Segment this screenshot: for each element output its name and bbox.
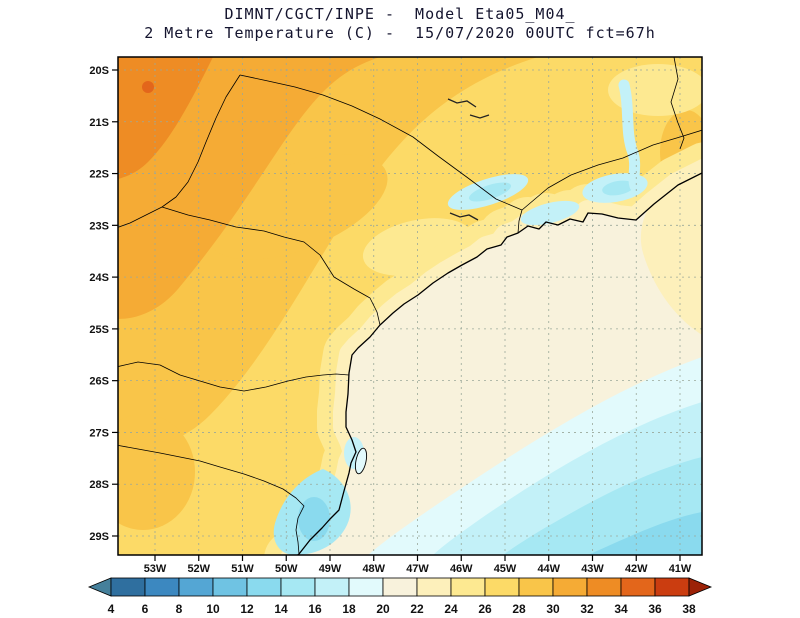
state-border-4 [118, 74, 241, 228]
colorbar-tick-label: 24 [444, 602, 458, 616]
colorbar-tick-label: 14 [274, 602, 288, 616]
colorbar-legend: 4 6 8 10 12 14 16 18 20 22 24 26 28 30 32 34 36 38 [87, 577, 713, 616]
cold-valley-1-core [468, 182, 512, 202]
lat-label: 24S [89, 272, 109, 284]
colorbar-tick-label: 8 [176, 602, 183, 616]
region-sw-warm [118, 414, 195, 530]
state-border-8 [670, 57, 685, 150]
florianopolis-island [354, 447, 368, 475]
colorbar-tick-label: 18 [342, 602, 356, 616]
colorbar-segment [416, 577, 452, 597]
map-lines [118, 57, 702, 555]
region-nw-hot [118, 57, 380, 319]
ocean-ne-paleyellow [640, 174, 702, 335]
state-border-3 [517, 209, 523, 234]
colorbar-segment [348, 577, 384, 597]
colorbar-tick-label: 38 [682, 602, 696, 616]
lon-label: 52W [187, 563, 210, 575]
colorbar-segment [382, 577, 418, 597]
figure-header: DIMNT/CGCT/INPE - Model Eta05_M04_ 2 Met… [0, 5, 800, 43]
ocean-band-cool-4 [588, 512, 702, 555]
reservoir-outline-2 [449, 212, 479, 221]
lat-label: 29S [89, 531, 109, 543]
lon-label: 41W [669, 563, 692, 575]
colorbar-segment [314, 577, 350, 597]
state-border-2 [521, 129, 702, 211]
cold-streak-east [618, 79, 641, 192]
colorbar-arrow-left [87, 577, 112, 597]
colorbar-segment [620, 577, 656, 597]
figure-title-line1: DIMNT/CGCT/INPE - Model Eta05_M04_ [224, 5, 576, 23]
state-border-7 [118, 444, 305, 555]
colorbar-segment [586, 577, 622, 597]
lon-label: 44W [537, 563, 560, 575]
lon-label: 45W [494, 563, 517, 575]
region-orange-tongue [208, 154, 388, 260]
colorbar-tick-label: 30 [546, 602, 560, 616]
colorbar-tick-label: 10 [206, 602, 220, 616]
colorbar-tick-label: 20 [376, 602, 390, 616]
colorbar-segment [450, 577, 486, 597]
colorbar-tick-label: 4 [108, 602, 115, 616]
lon-label: 47W [406, 563, 429, 575]
cold-valley-2 [520, 200, 580, 226]
figure-canvas: 20S 21S 22S 23S 24S 25S 26S 27S 28S 29S 53W 52W 51W 5… [87, 56, 713, 616]
lat-label: 20S [89, 65, 109, 77]
lat-label: 23S [89, 220, 109, 232]
lat-label: 27S [89, 427, 109, 439]
reservoir-outline-1 [447, 98, 490, 119]
colorbar-segment [484, 577, 520, 597]
colorbar-arrow-right [688, 577, 713, 597]
colorbar-segment [518, 577, 554, 597]
map-fills [118, 57, 702, 555]
colorbar-segment [212, 577, 248, 597]
colorbar-tick-label: 34 [614, 602, 628, 616]
colorbar-segment [280, 577, 316, 597]
colorbar-tick-label: 16 [308, 602, 322, 616]
map-frame [117, 56, 703, 556]
colorbar-segment [654, 577, 690, 597]
lat-label: 22S [89, 169, 109, 181]
state-border-1 [239, 74, 523, 211]
colorbar-tick-label: 26 [478, 602, 492, 616]
lon-label: 51W [231, 563, 254, 575]
lon-label: 49W [319, 563, 342, 575]
colorbar-segment [178, 577, 214, 597]
figure-title-line2: 2 Metre Temperature (C) - 15/07/2020 00U… [144, 24, 656, 42]
colorbar-segment [144, 577, 180, 597]
state-border-6 [118, 361, 350, 392]
colorbar-tick-label: 28 [512, 602, 526, 616]
colorbar-tick-label: 6 [142, 602, 149, 616]
lat-label: 25S [89, 324, 109, 336]
lat-label: 21S [89, 117, 109, 129]
axes: 20S 21S 22S 23S 24S 25S 26S 27S 28S 29S 53W 52W 51W 5… [89, 65, 692, 575]
lon-label: 50W [275, 563, 298, 575]
region-nw-hotter [118, 57, 213, 179]
colorbar-tick-label: 12 [240, 602, 254, 616]
hotspot [142, 81, 154, 93]
colorbar-segment [110, 577, 146, 597]
cold-south-core [298, 497, 330, 541]
colorbar-tick-label: 22 [410, 602, 424, 616]
lat-label: 28S [89, 479, 109, 491]
state-border-5 [161, 206, 381, 326]
grid-lines [118, 57, 702, 555]
lon-label: 46W [450, 563, 473, 575]
colorbar-segment [552, 577, 588, 597]
colorbar-tick-label: 32 [580, 602, 594, 616]
colorbar-tick-label: 36 [648, 602, 662, 616]
coastline-path [296, 172, 702, 555]
colorbar-segment [246, 577, 282, 597]
lon-label: 53W [144, 563, 167, 575]
lat-label: 26S [89, 376, 109, 388]
cold-patch-east-core [602, 180, 634, 196]
lon-label: 43W [581, 563, 604, 575]
lon-label: 48W [362, 563, 385, 575]
lon-label: 42W [625, 563, 648, 575]
